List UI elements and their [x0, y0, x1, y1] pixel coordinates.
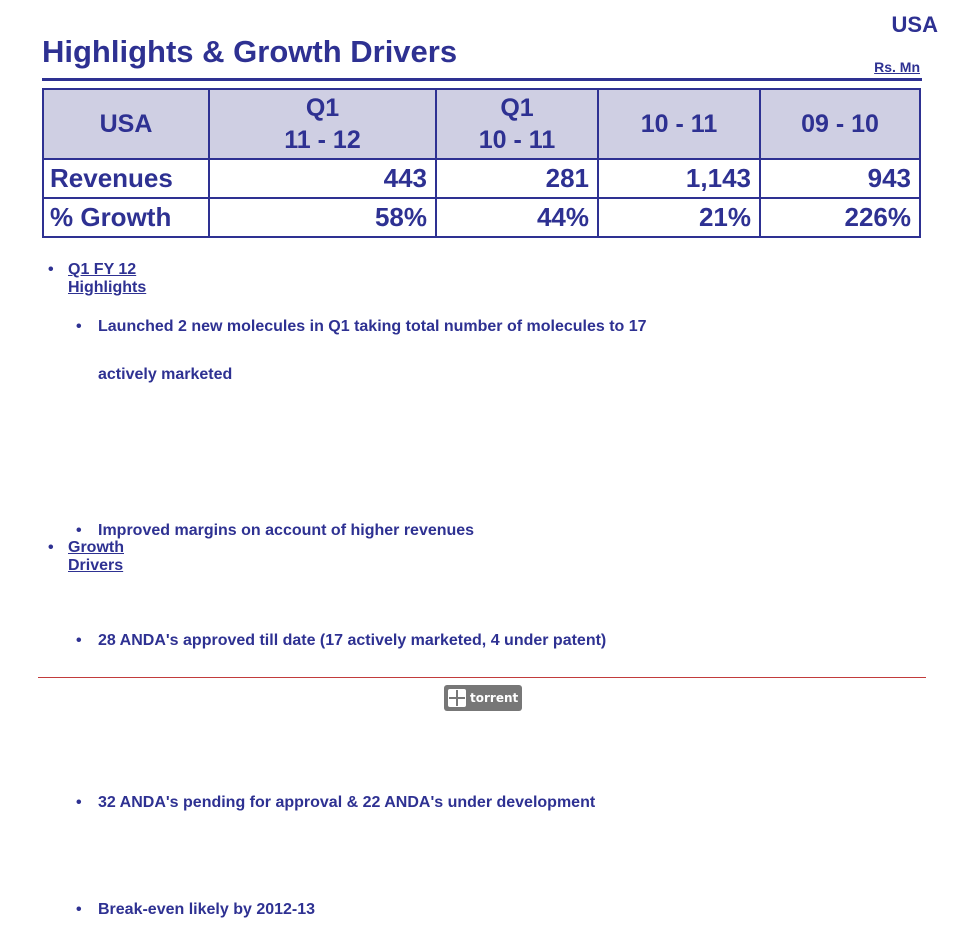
- table-header-cell: Q1 10 - 11: [435, 88, 599, 160]
- list-item: • 28 ANDA's approved till date (17 activ…: [76, 616, 836, 666]
- table-cell: 943: [759, 158, 921, 199]
- table-cell: 226%: [759, 197, 921, 238]
- bullet-icon: •: [48, 261, 54, 278]
- table-header-cell: Q1 11 - 12: [208, 88, 437, 160]
- table-cell: 58%: [208, 197, 437, 238]
- table-header-cell: 09 - 10: [759, 88, 921, 160]
- table-header-cell: 10 - 11: [597, 88, 761, 160]
- list-item: • Launched 2 new molecules in Q1 taking …: [76, 302, 836, 400]
- list-item: • 32 ANDA's pending for approval & 22 AN…: [76, 778, 836, 828]
- table-cell: 21%: [597, 197, 761, 238]
- currency-unit-label: Rs. Mn: [874, 59, 920, 75]
- logo-mark-icon: [448, 689, 466, 707]
- bullet-icon: •: [76, 632, 82, 649]
- table-row: Revenues 443 281 1,143 943: [42, 158, 921, 199]
- table-row: % Growth 58% 44% 21% 226%: [42, 197, 921, 238]
- list-item: • Break-even likely by 2012-13: [76, 885, 836, 935]
- bullet-icon: •: [76, 522, 82, 539]
- bullet-icon: •: [76, 318, 82, 335]
- bullet-icon: •: [76, 794, 82, 811]
- list-item: • Improved margins on account of higher …: [76, 506, 836, 556]
- page-title: Highlights & Growth Drivers: [42, 34, 458, 69]
- table-cell: 1,143: [597, 158, 761, 199]
- table-cell: 44%: [435, 197, 599, 238]
- region-label: USA: [891, 12, 938, 37]
- row-label: Revenues: [42, 158, 210, 199]
- table-cell: 281: [435, 158, 599, 199]
- row-label: % Growth: [42, 197, 210, 238]
- table-header-row: USA Q1 11 - 12 Q1 10 - 11 10 - 11 09 - 1…: [42, 88, 921, 160]
- bullet-icon: •: [76, 901, 82, 918]
- table-header-cell: USA: [42, 88, 210, 160]
- footer-divider: [38, 677, 926, 678]
- company-logo: torrent: [444, 685, 522, 711]
- table-cell: 443: [208, 158, 437, 199]
- highlights-list: • Q1 FY 12 Highlights • Launched 2 new m…: [48, 252, 908, 918]
- financial-summary-table: USA Q1 11 - 12 Q1 10 - 11 10 - 11 09 - 1…: [42, 88, 921, 238]
- title-underline: [42, 78, 922, 81]
- bullet-icon: •: [48, 539, 54, 556]
